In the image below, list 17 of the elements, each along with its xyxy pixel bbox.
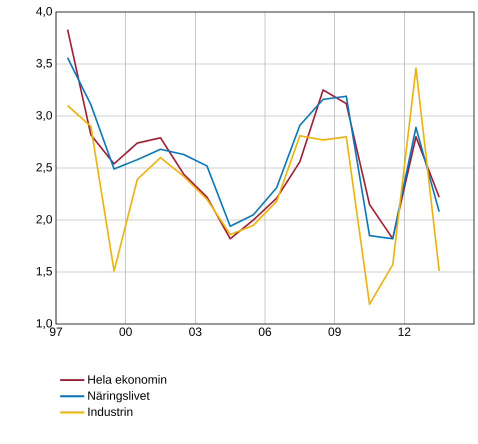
y-tick-label: 4,0 [36, 7, 52, 17]
x-tick-label: 12 [398, 328, 410, 336]
y-tick-label: 2,5 [36, 163, 52, 173]
legend-label: Näringslivet [88, 391, 150, 402]
x-tick-label: 00 [119, 328, 132, 336]
line-series [66, 67, 440, 306]
x-tick-label: 03 [189, 328, 202, 336]
y-tick-label: 2,0 [36, 215, 52, 225]
x-tick-label: 09 [328, 328, 341, 336]
y-tick-label: 1,0 [36, 319, 52, 329]
y-tick-label: 3,0 [36, 111, 52, 121]
x-tick-label: 06 [258, 328, 272, 336]
x-tick-label: 97 [50, 328, 62, 336]
legend-label: Hela ekonomin [88, 374, 166, 384]
legend-label: Industrin [88, 407, 132, 416]
y-tick-label: 1,5 [36, 267, 52, 277]
y-tick-label: 3,5 [36, 59, 52, 69]
